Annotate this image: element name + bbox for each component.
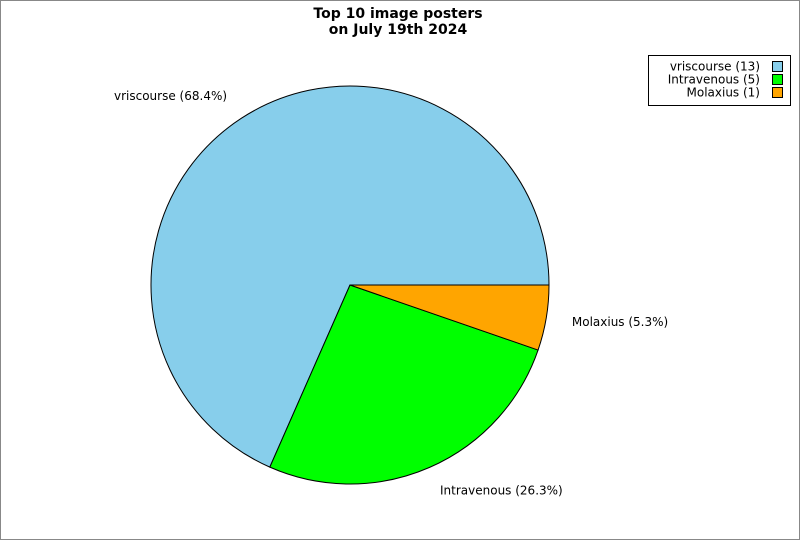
slice-label: vriscourse (68.4%) xyxy=(114,89,227,103)
chart-title: on July 19th 2024 xyxy=(329,22,468,38)
legend-label: vriscourse (13) xyxy=(670,60,760,74)
legend-swatch xyxy=(772,87,783,98)
legend-box xyxy=(648,55,791,106)
legend-swatch xyxy=(772,61,783,72)
pie-slice xyxy=(150,85,550,468)
pie-slice xyxy=(349,284,550,351)
slice-label: Intravenous (26.3%) xyxy=(440,484,563,498)
legend-label: Molaxius (1) xyxy=(687,86,761,100)
chart-title: Top 10 image posters xyxy=(313,6,482,22)
legend-swatch xyxy=(772,74,783,85)
legend-label: Intravenous (5) xyxy=(668,73,760,87)
pie-slice xyxy=(269,284,539,485)
slice-label: Molaxius (5.3%) xyxy=(572,315,668,329)
